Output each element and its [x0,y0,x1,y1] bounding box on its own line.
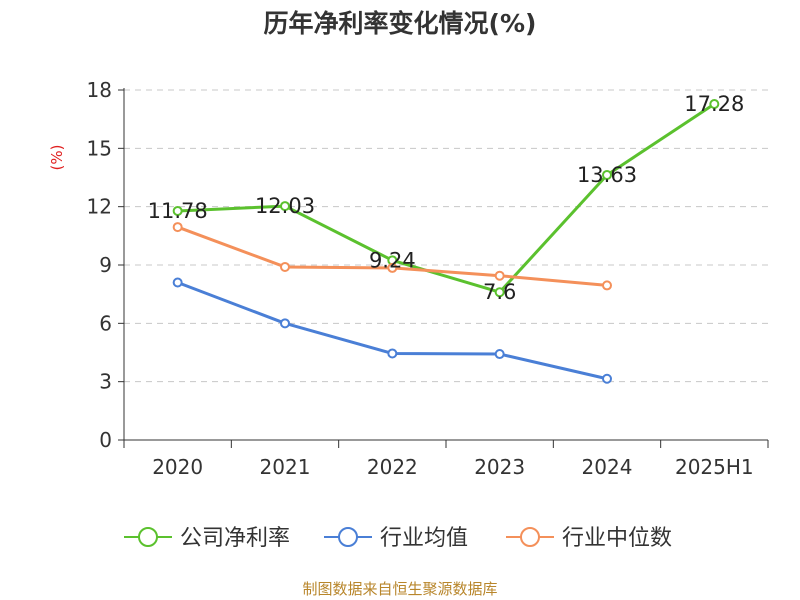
data-point [387,348,398,359]
legend-item[interactable]: 行业均值 [324,526,468,551]
x-tick-label: 2024 [582,455,633,479]
legend[interactable]: 公司净利率 行业均值 行业中位数 [124,526,672,551]
data-label: 9.24 [369,248,416,272]
data-point [602,373,612,384]
data-label: 12.03 [255,194,315,218]
legend-label: 公司净利率 [180,526,290,551]
data-point [172,222,183,233]
x-tick-label: 2023 [474,455,525,479]
data-point [172,205,183,216]
y-unit-label: (%) [48,145,66,171]
data-point [602,169,612,180]
data-point [280,201,290,212]
source-note: 制图数据来自恒生聚源数据库 [302,580,498,598]
chart-title: 历年净利率变化情况(%) [263,9,537,38]
legend-swatch-marker [338,527,358,547]
legend-label: 行业均值 [380,526,468,551]
data-label: 17.28 [684,92,744,116]
series-lines [172,99,720,384]
data-label: 7.6 [483,280,516,304]
legend-label: 行业中位数 [562,526,672,551]
data-labels: 11.78 12.03 9.24 7.6 13.63 17.28 [148,92,745,304]
x-tick-label: 2021 [260,455,311,479]
y-tick-label: 3 [99,370,112,394]
y-tick-label: 18 [87,78,112,102]
legend-swatch-marker [138,527,158,547]
series-line [177,102,716,294]
y-tick-label: 15 [87,136,112,160]
x-tick-label: 2020 [152,455,203,479]
legend-item[interactable]: 公司净利率 [124,526,290,551]
data-point [280,318,290,329]
data-point [494,349,505,360]
data-point [709,99,720,109]
series-line [177,281,608,381]
x-tick-label: 2025H1 [675,455,754,479]
data-point [494,270,505,281]
axes: 0 3 6 9 12 15 18 (%) 2020 2021 2022 2023 2024 2025H1 [48,78,769,479]
data-label: 11.78 [148,199,208,223]
y-tick-label: 6 [99,311,112,335]
data-label: 13.63 [577,163,637,187]
data-point [280,261,290,272]
data-point [602,280,612,291]
x-tick-label: 2022 [367,455,418,479]
y-tick-label: 9 [99,253,112,277]
data-point [387,262,398,273]
legend-item[interactable]: 行业中位数 [506,526,672,551]
y-tick-label: 12 [87,195,112,219]
y-tick-label: 0 [99,428,112,452]
data-point [494,287,505,298]
legend-swatch-marker [520,527,540,547]
data-point [172,277,183,288]
gridlines [124,89,768,383]
